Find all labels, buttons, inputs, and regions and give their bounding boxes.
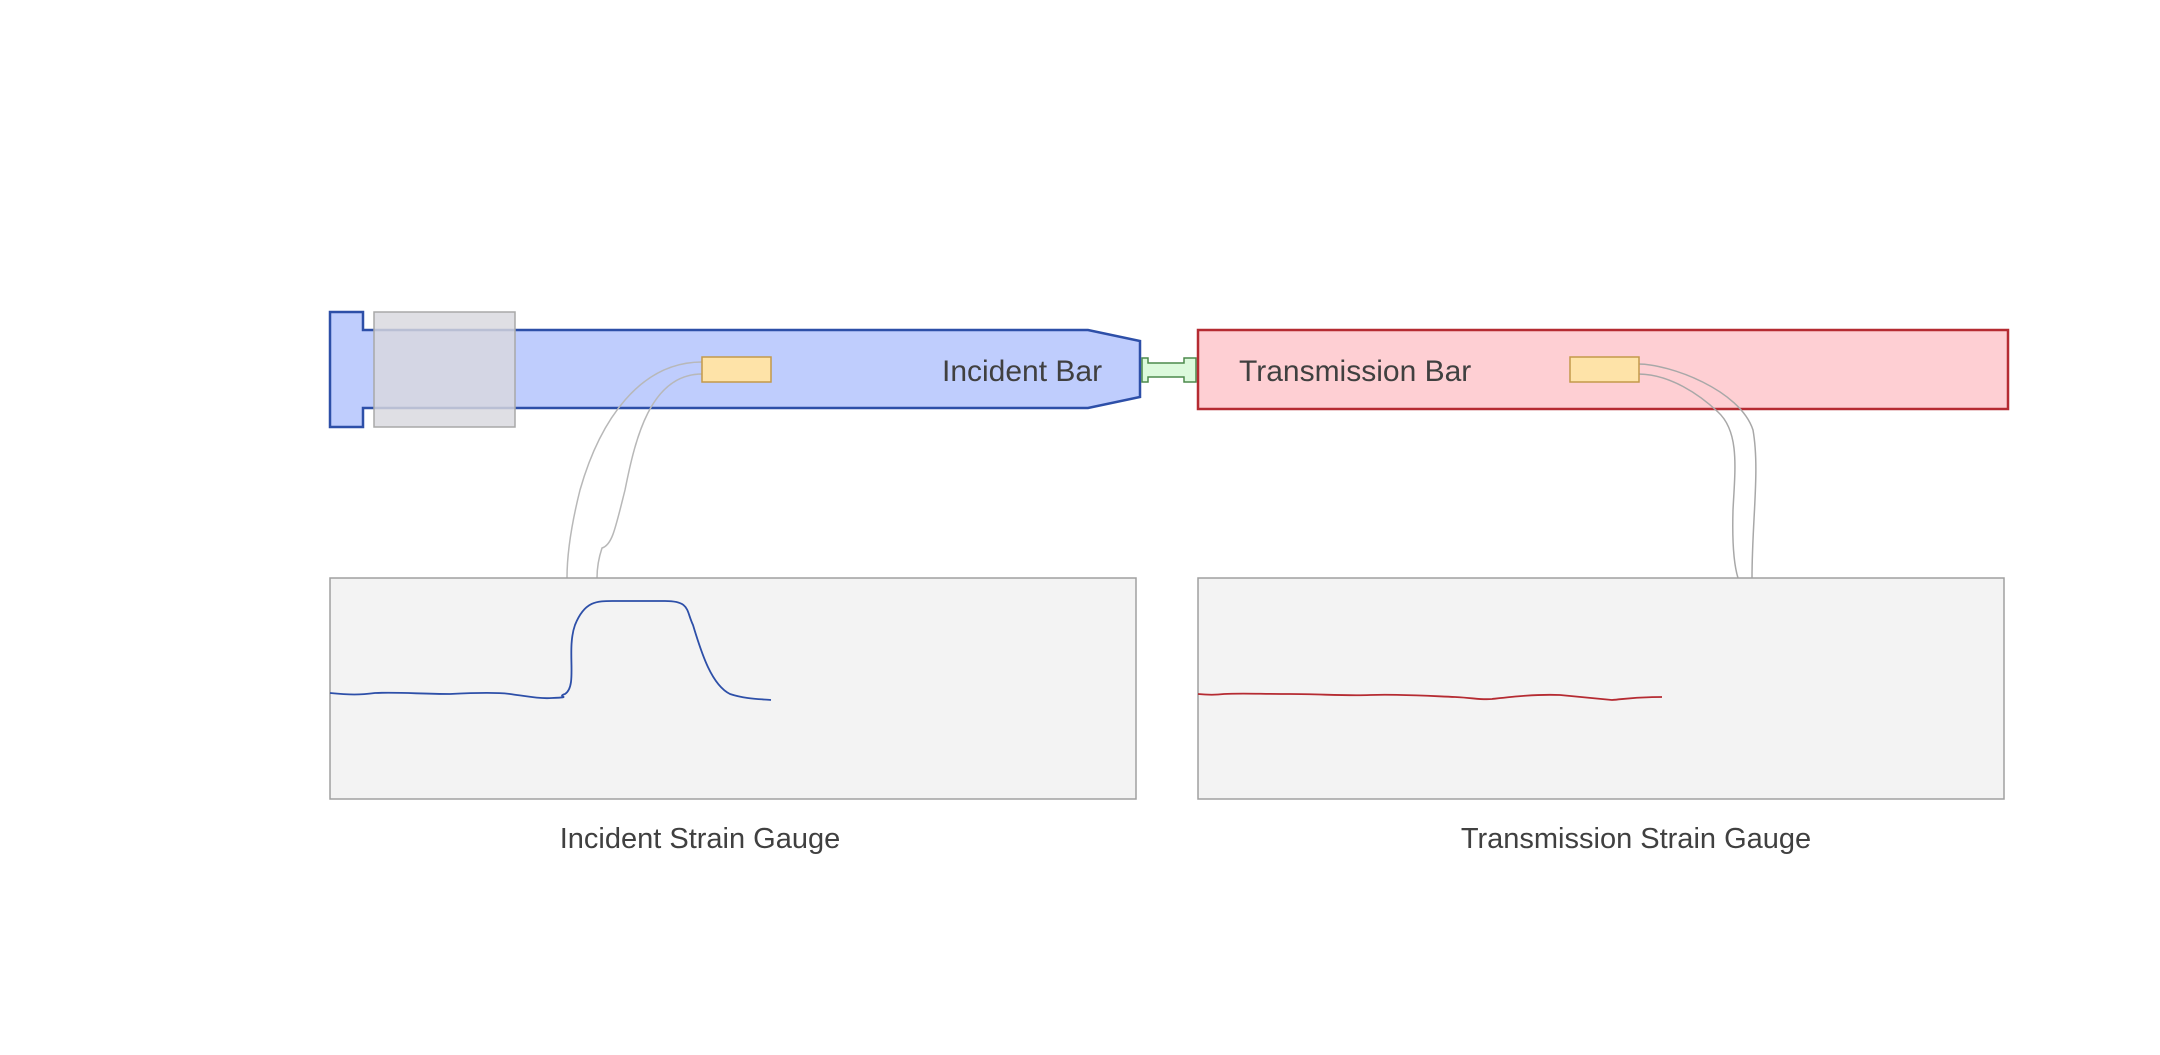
transmission-gauge-wire <box>1637 363 1757 579</box>
incident-signal-panel <box>329 577 1137 800</box>
incident-signal-trace <box>329 600 772 701</box>
incident-gauge-caption: Incident Strain Gauge <box>560 823 841 855</box>
transmission-gauge-wire <box>1637 373 1739 579</box>
incident-gauge-wire <box>596 373 703 579</box>
transmission-signal-panel <box>1197 577 2005 800</box>
incident-gauge-wire <box>566 361 703 579</box>
transmission-strain-gauge <box>1569 356 1640 383</box>
incident-strain-gauge <box>701 356 772 383</box>
incident-bar-label: Incident Bar <box>942 355 1102 388</box>
specimen <box>1141 357 1197 383</box>
transmission-bar-label: Transmission Bar <box>1239 355 1471 388</box>
striker-sleeve <box>373 311 516 428</box>
transmission-signal-trace <box>1197 692 1663 701</box>
transmission-gauge-caption: Transmission Strain Gauge <box>1461 823 1811 855</box>
